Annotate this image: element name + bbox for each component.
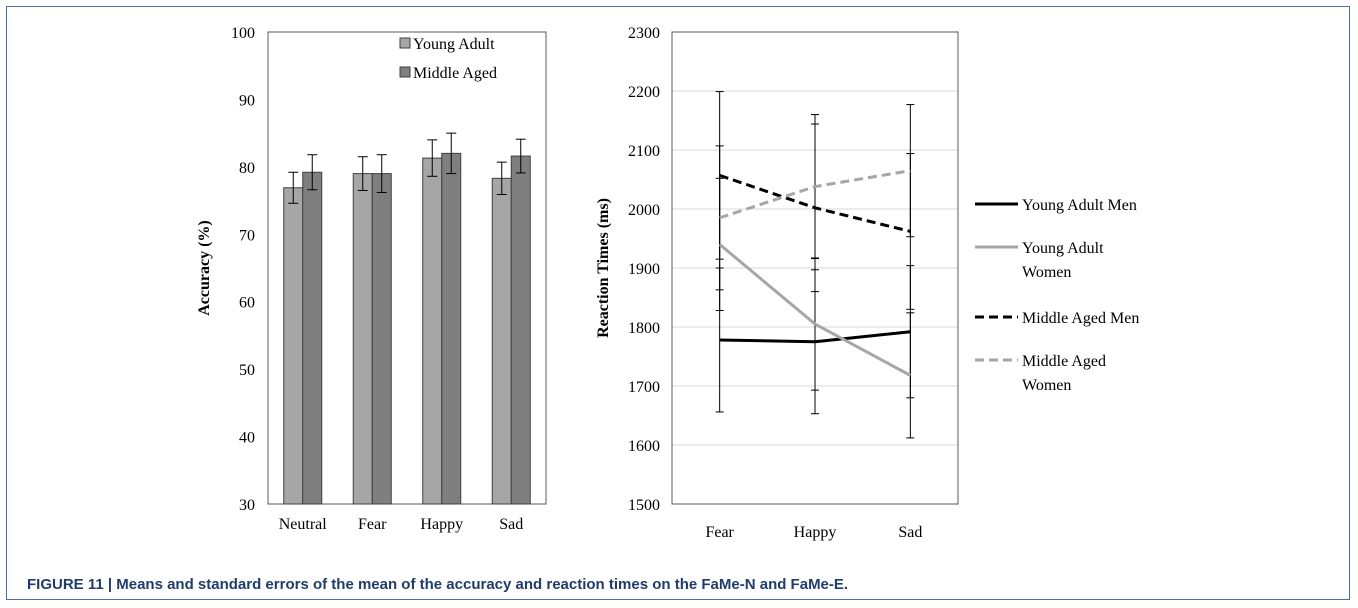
y-tick-label: 100 [231, 25, 255, 42]
y-axis-title: Reaction Times (ms) [595, 198, 612, 338]
x-tick-label: Sad [898, 524, 922, 541]
y-tick-label: 2200 [628, 84, 660, 101]
y-tick-label: 1900 [628, 261, 660, 278]
y-tick-label: 2300 [628, 25, 660, 42]
bar [441, 152, 462, 505]
figure-chart: 30 40 50 60 70 80 90 100 Accuracy (%) Neutral Fear… [196, 25, 1139, 541]
x-tick-label: Happy [794, 524, 837, 541]
bar [422, 157, 443, 505]
x-tick-label: Happy [420, 516, 463, 533]
legend-label-line: Middle Aged [1022, 353, 1106, 370]
y-tick-label: 30 [239, 497, 255, 514]
y-tick-label: 1600 [628, 438, 660, 455]
y-tick-label: 80 [239, 160, 255, 177]
accuracy-bar-chart: 30 40 50 60 70 80 90 100 Accuracy (%) Neutral Fear… [196, 25, 547, 533]
legend-label-line: Young Adult Men [1022, 197, 1137, 214]
legend-label: Middle Aged Men [1022, 310, 1139, 327]
legend-label: Young Adult Women [1022, 240, 1104, 281]
y-axis-title: Accuracy (%) [196, 220, 213, 316]
legend-label-line: Young Adult [1022, 240, 1104, 257]
x-tick-label: Fear [358, 516, 387, 533]
plot-area-frame [267, 31, 547, 505]
legend-label: Young Adult Men [1022, 197, 1137, 214]
series-line [719, 169, 911, 220]
y-tick-label: 50 [239, 362, 255, 379]
series-line [719, 173, 911, 233]
legend-label: Young Adult [413, 36, 495, 53]
legend-label: Middle Aged [413, 65, 497, 82]
y-tick-label: 1500 [628, 497, 660, 514]
y-tick-label: 40 [239, 430, 255, 447]
y-tick-label: 2000 [628, 202, 660, 219]
legend-label: Middle Aged Women [1022, 353, 1106, 394]
bar [371, 173, 392, 505]
x-tick-label: Fear [705, 524, 734, 541]
y-tick-label: 60 [239, 295, 255, 312]
legend-label-line: Women [1022, 264, 1071, 281]
caption-number: FIGURE 11 | [27, 576, 113, 593]
figure-panel: 30 40 50 60 70 80 90 100 Accuracy (%) Neutral Fear… [6, 6, 1350, 600]
legend-swatch [399, 66, 411, 78]
bar [302, 171, 323, 505]
x-tick-label: Sad [499, 516, 523, 533]
plot-area-frame [671, 31, 959, 505]
series-line [719, 330, 911, 344]
y-tick-label: 90 [239, 92, 255, 109]
x-tick-label: Neutral [279, 516, 328, 533]
bar [283, 187, 304, 505]
bar [352, 173, 373, 505]
figure-caption: FIGURE 11 | Means and standard errors of… [27, 576, 848, 593]
y-tick-label: 1800 [628, 320, 660, 337]
reaction-times-line-chart: 1500 1600 1700 1800 1900 2000 2100 2200 2300 Reac… [595, 25, 1139, 541]
y-tick-label: 1700 [628, 379, 660, 396]
bar [510, 155, 531, 505]
caption-text: Means and standard errors of the mean of… [116, 576, 849, 593]
legend-label-line: Women [1022, 377, 1071, 394]
series-line [718, 243, 912, 377]
y-tick-label: 70 [239, 227, 255, 244]
bar [491, 177, 512, 505]
legend-label-line: Middle Aged Men [1022, 310, 1139, 327]
legend-swatch [399, 37, 411, 49]
y-tick-label: 2100 [628, 143, 660, 160]
